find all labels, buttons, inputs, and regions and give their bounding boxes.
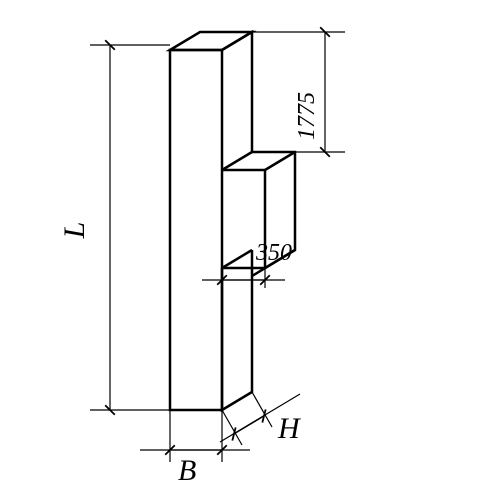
label-depth: H xyxy=(277,412,302,445)
label-width: B xyxy=(178,454,196,487)
label-notch-height: 1775 xyxy=(294,92,320,140)
label-notch-depth: 350 xyxy=(255,240,292,266)
column-outline xyxy=(170,32,295,410)
technical-drawing: L B H 1775 350 xyxy=(0,0,500,500)
label-length: L xyxy=(58,222,91,240)
